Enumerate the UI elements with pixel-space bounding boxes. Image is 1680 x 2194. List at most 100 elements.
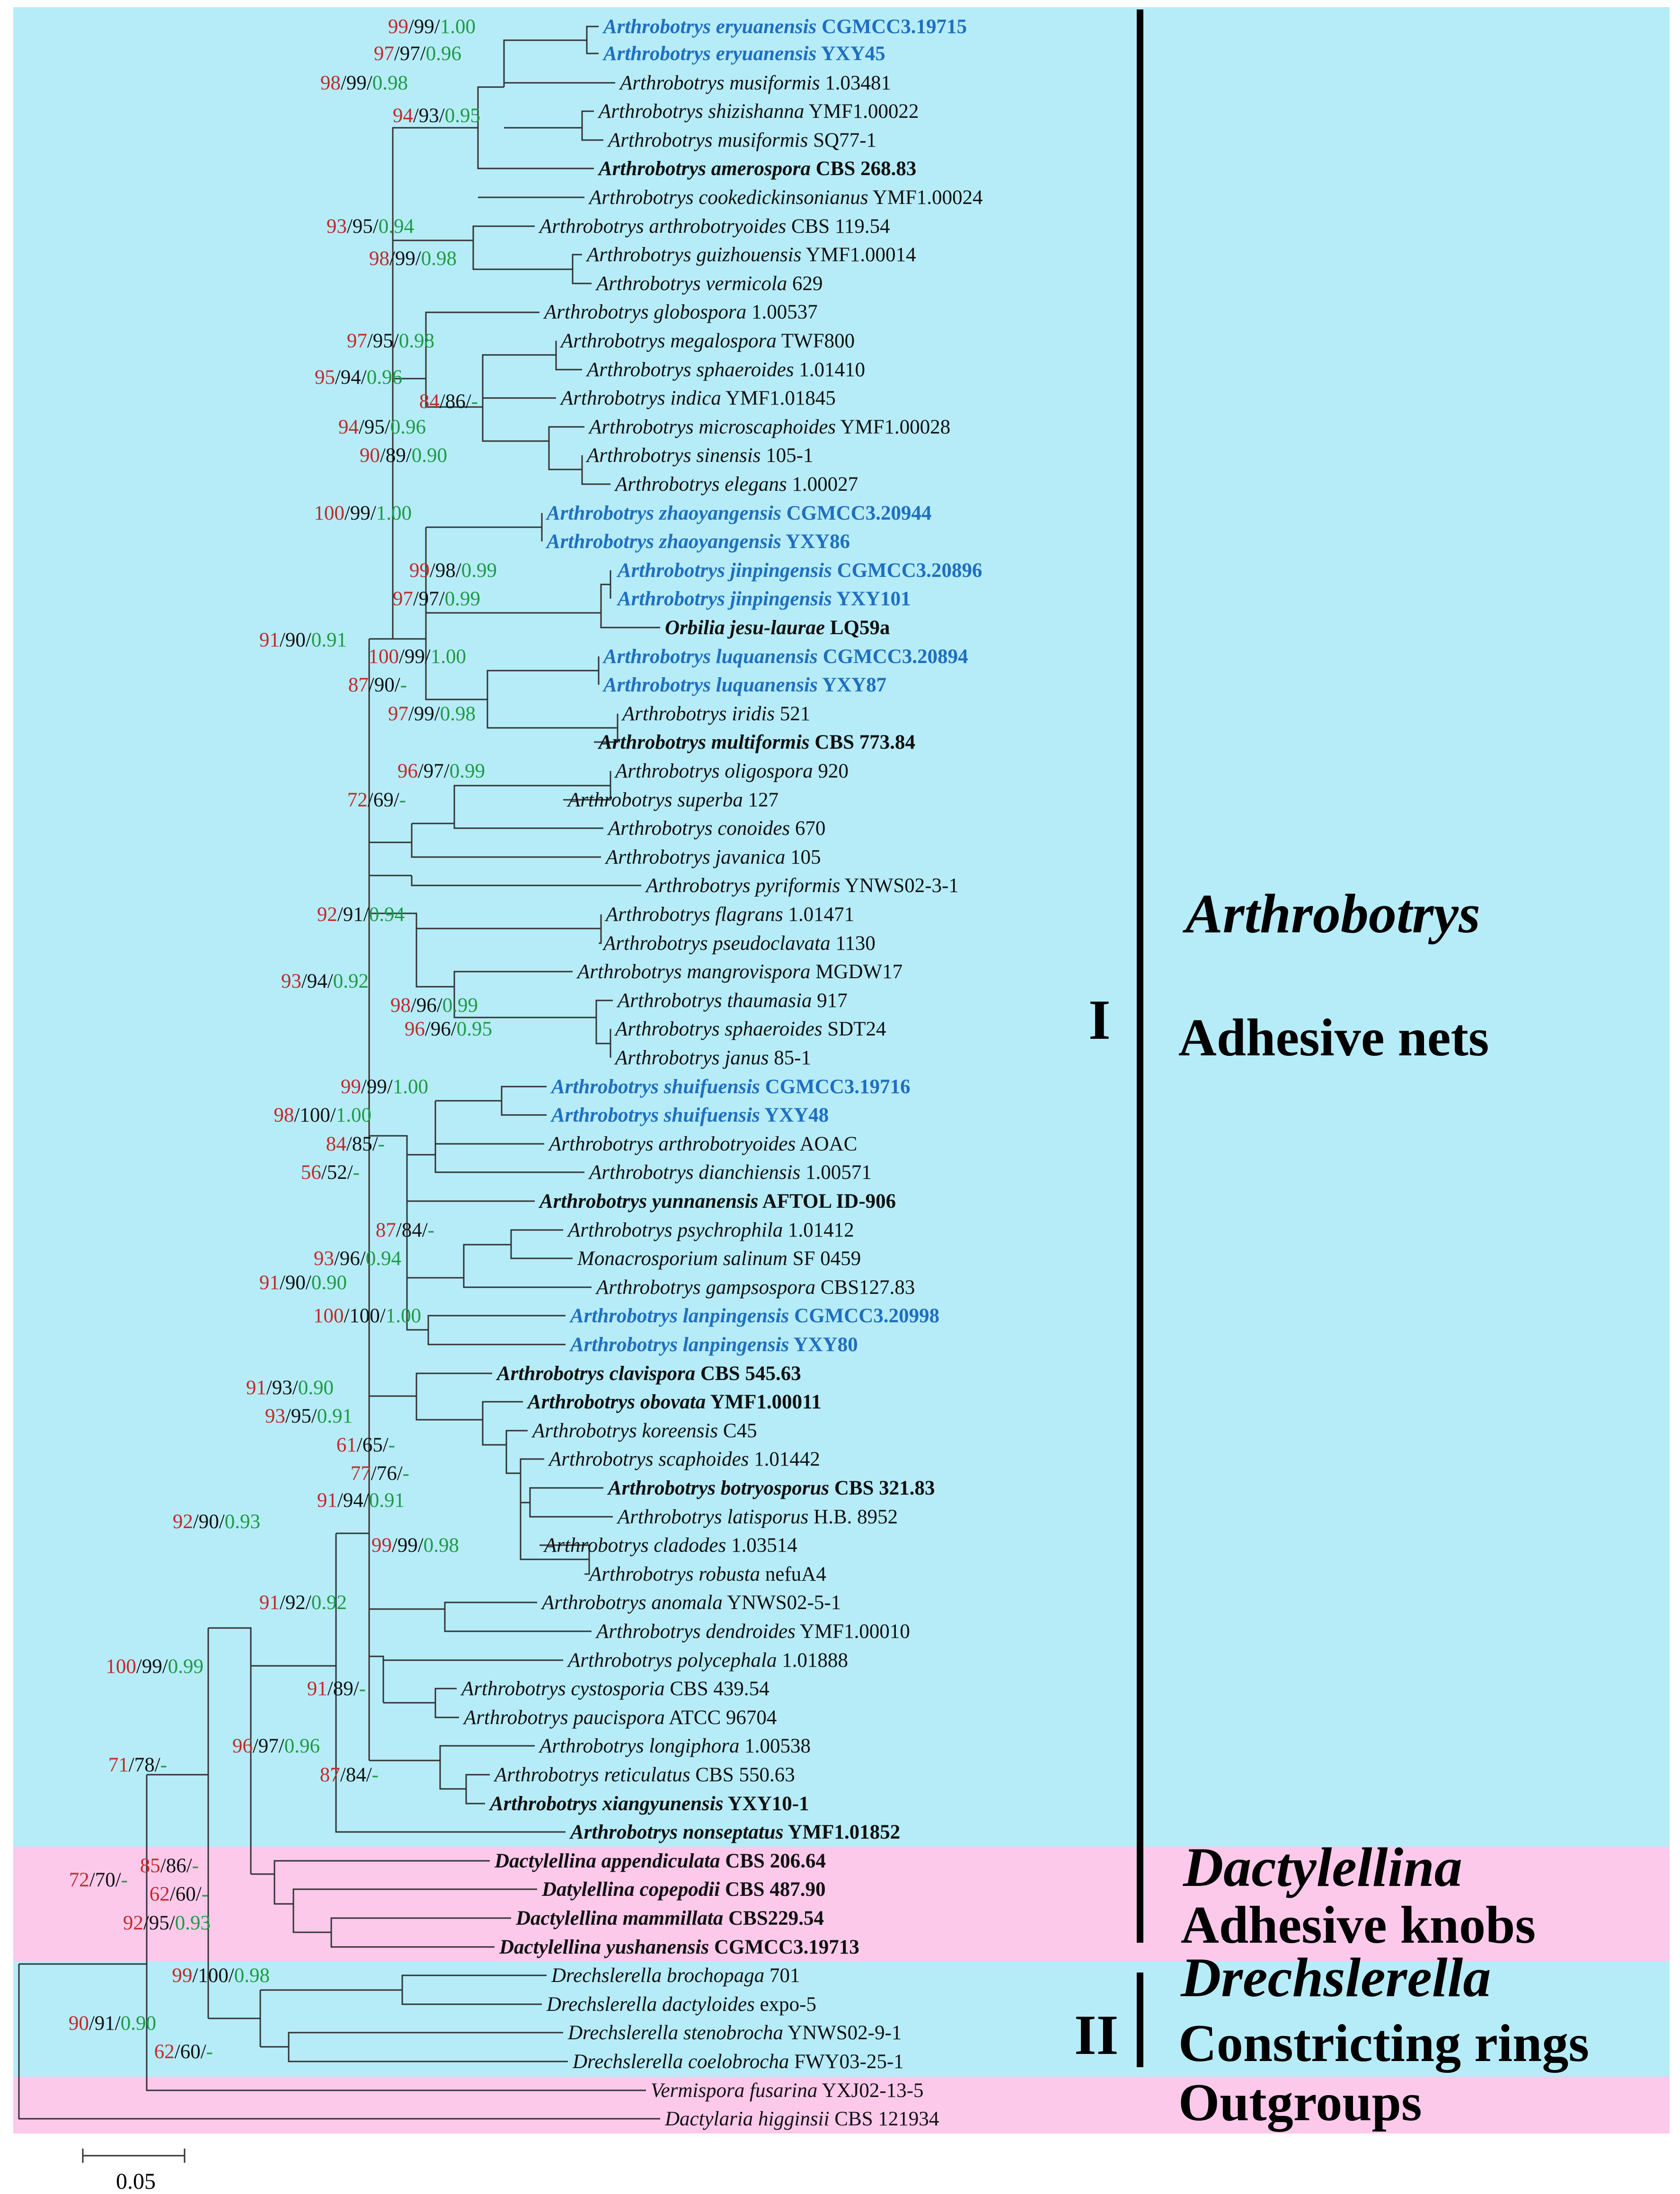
taxon-label: Arthrobotrys reticulatus CBS 550.63 [493, 1764, 795, 1786]
taxon-label: Arthrobotrys superba 127 [566, 789, 778, 811]
support-separator: / [306, 629, 311, 651]
taxon-label: Arthrobotrys botryosporus CBS 321.83 [607, 1477, 935, 1499]
support-bs2: 52 [327, 1161, 347, 1184]
support-bs1: 98 [274, 1104, 294, 1126]
taxon-genus-species: Arthrobotrys iridis [621, 703, 775, 725]
taxon-genus-species: Arthrobotrys luquanensis [602, 646, 818, 668]
taxon-label: Arthrobotrys zhaoyangensis YXY86 [545, 531, 850, 553]
taxon-genus-species: Vermispora fusarina [651, 2079, 817, 2102]
scale-bar-label: 0.05 [116, 2169, 156, 2194]
taxon-genus-species: Drechslerella brochopaga [551, 1964, 764, 1987]
support-pp: - [471, 390, 478, 413]
taxon-strain: expo-5 [755, 1993, 816, 2016]
support-bs2: 92 [285, 1592, 306, 1614]
support-separator: / [440, 390, 445, 413]
support-value: 87/84/- [376, 1219, 434, 1241]
support-pp: 1.00 [440, 16, 476, 38]
support-separator: / [306, 1592, 311, 1614]
taxon-label: Arthrobotrys mangrovispora MGDW17 [576, 961, 902, 983]
taxon-strain: CBS 321.83 [829, 1477, 935, 1499]
support-pp: 0.95 [457, 1018, 492, 1040]
taxon-genus-species: Arthrobotrys multiformis [597, 731, 810, 753]
support-separator: / [89, 2012, 95, 2035]
taxon-label: Datylellina copepodii CBS 487.90 [541, 1878, 826, 1901]
support-bs2: 99 [414, 16, 434, 38]
support-separator: / [408, 16, 414, 38]
support-separator: / [425, 1018, 431, 1040]
taxon-strain: YMF1.01845 [721, 387, 836, 409]
support-separator: / [413, 588, 419, 610]
taxon-strain: LQ59a [825, 617, 890, 639]
taxon-label: Arthrobotrys longiphora 1.00538 [538, 1735, 811, 1757]
taxon-label: Arthrobotrys paucispora ATCC 96704 [462, 1707, 777, 1729]
support-separator: / [186, 1855, 192, 1877]
taxon-label: Arthrobotrys latisporus H.B. 8952 [616, 1506, 898, 1528]
taxon-label: Drechslerella brochopaga 701 [551, 1964, 800, 1987]
taxon-strain: 85-1 [769, 1047, 812, 1069]
taxon-strain: YMF1.00010 [796, 1620, 910, 1643]
taxon-genus-species: Dactylellina appendiculata [494, 1850, 720, 1872]
taxon-strain: AFTOL ID-906 [758, 1190, 896, 1212]
taxon-label: Arthrobotrys cookedickinsonianus YMF1.00… [588, 186, 983, 209]
taxon-genus-species: Arthrobotrys vermicola [595, 273, 787, 295]
support-value: 99/99/1.00 [341, 1076, 428, 1098]
support-separator: / [434, 703, 440, 725]
support-separator: / [451, 1018, 457, 1040]
taxon-genus-species: Drechslerella stenobrocha [567, 2022, 783, 2044]
support-bs1: 93 [281, 970, 301, 992]
support-bs1: 62 [154, 2041, 175, 2063]
taxon-strain: CGMCC3.19715 [816, 16, 967, 38]
support-pp: 1.00 [376, 502, 412, 524]
taxon-genus-species: Arthrobotrys dianchiensis [588, 1161, 800, 1184]
support-separator: / [345, 502, 350, 524]
taxon-genus-species: Arthrobotrys shuifuensis [550, 1104, 760, 1126]
support-bs2: 60 [176, 1883, 196, 1905]
support-pp: - [428, 1219, 434, 1241]
support-pp: 0.90 [121, 2012, 156, 2035]
support-bs2: 100 [300, 1104, 330, 1126]
support-separator: / [344, 1305, 349, 1327]
support-value: 71/78/- [108, 1754, 167, 1776]
taxon-genus-species: Arthrobotrys amerospora [597, 158, 811, 180]
taxon-strain: C45 [718, 1420, 757, 1442]
support-bs2: 90 [374, 674, 395, 696]
support-bs1: 98 [390, 994, 411, 1017]
support-value: 91/89/- [307, 1678, 366, 1700]
taxon-strain: nefuA4 [760, 1563, 826, 1585]
taxon-label: Arthrobotrys nonseptatus YMF1.01852 [569, 1821, 900, 1843]
clade-bar-arthrobotrys-dactylellina [1137, 9, 1143, 1943]
support-value: 96/96/0.95 [405, 1018, 492, 1040]
support-value: 72/69/- [347, 789, 406, 811]
taxon-label: Arthrobotrys oligospora 920 [614, 760, 849, 782]
support-bs2: 99 [395, 248, 416, 270]
taxon-label: Arthrobotrys janus 85-1 [614, 1047, 811, 1069]
support-bs2: 97 [400, 43, 420, 65]
taxon-label: Arthrobotrys cladodes 1.03514 [543, 1534, 797, 1557]
support-bs2: 84 [402, 1219, 422, 1241]
support-separator: / [175, 2041, 180, 2063]
support-bs2: 100 [349, 1305, 380, 1327]
support-value: 93/95/0.91 [265, 1405, 353, 1427]
taxon-genus-species: Arthrobotrys xiangyunensis [488, 1793, 723, 1815]
support-separator: / [385, 416, 390, 438]
support-bs2: 86 [445, 390, 466, 413]
taxon-label: Vermispora fusarina YXJ02-13-5 [651, 2079, 924, 2102]
support-bs1: 93 [327, 215, 347, 238]
taxon-label: Arthrobotrys guizhouensis YMF1.00014 [585, 244, 916, 266]
support-value: 96/97/0.99 [398, 760, 485, 782]
support-bs1: 87 [320, 1764, 340, 1786]
taxon-genus-species: Arthrobotrys cladodes [543, 1534, 726, 1557]
support-value: 93/96/0.94 [314, 1247, 401, 1270]
support-bs2: 95 [353, 215, 373, 238]
support-bs2: 97 [258, 1735, 279, 1757]
support-separator: / [201, 2041, 206, 2063]
taxon-strain: CGMCC3.19713 [709, 1936, 859, 1958]
support-pp: - [160, 1754, 167, 1776]
taxon-label: Arthrobotrys shizishanna YMF1.00022 [597, 100, 919, 123]
support-pp: 1.00 [431, 646, 466, 668]
support-separator: / [170, 1883, 176, 1905]
taxon-label: Arthrobotrys megalospora TWF800 [559, 330, 855, 352]
clade-bars [1137, 9, 1143, 2067]
support-value: 94/93/0.95 [393, 105, 480, 127]
taxon-label: Arthrobotrys elegans 1.00027 [614, 473, 858, 495]
